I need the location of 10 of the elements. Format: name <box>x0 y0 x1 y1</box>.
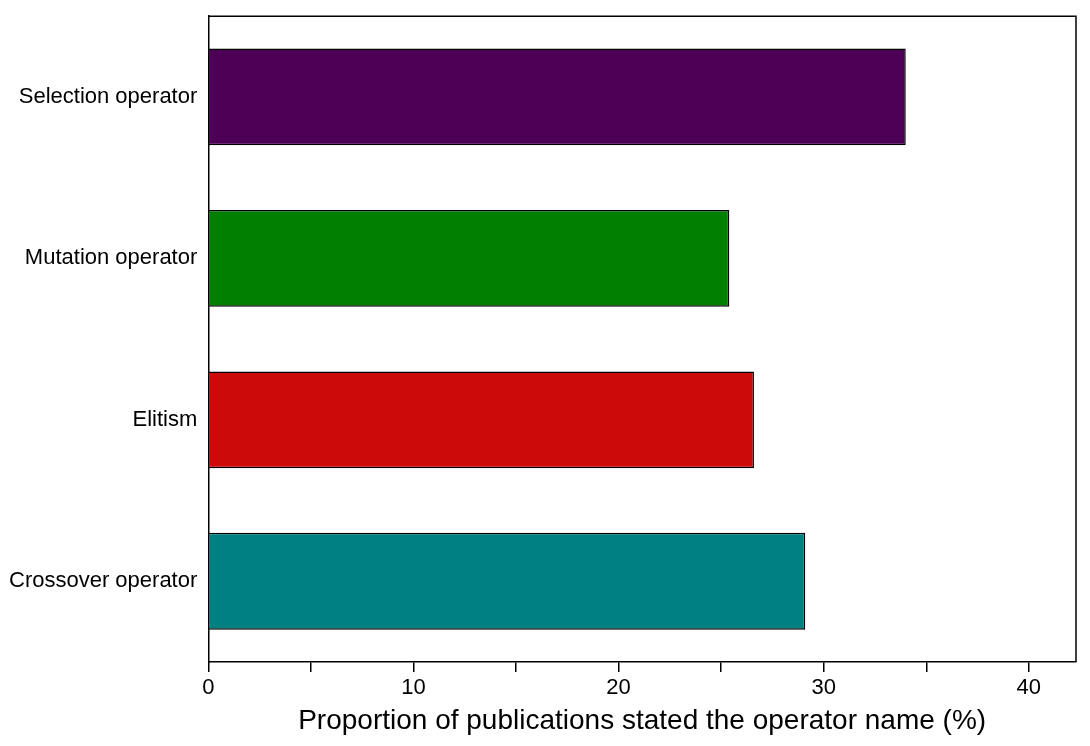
x-tick-label: 0 <box>202 674 215 700</box>
x-tick-label: 20 <box>606 674 631 700</box>
y-tick-label: Mutation operator <box>24 244 198 270</box>
y-tick-label: Selection operator <box>18 82 198 108</box>
y-tick-label: Crossover operator <box>8 567 198 593</box>
x-tick-label: 10 <box>401 674 426 700</box>
x-axis-title: Proportion of publications stated the operator name (%) <box>298 703 987 735</box>
y-tick-label: Elitism <box>132 405 198 431</box>
x-tick-label: 30 <box>811 674 836 700</box>
x-tick-label: 40 <box>1016 674 1042 700</box>
